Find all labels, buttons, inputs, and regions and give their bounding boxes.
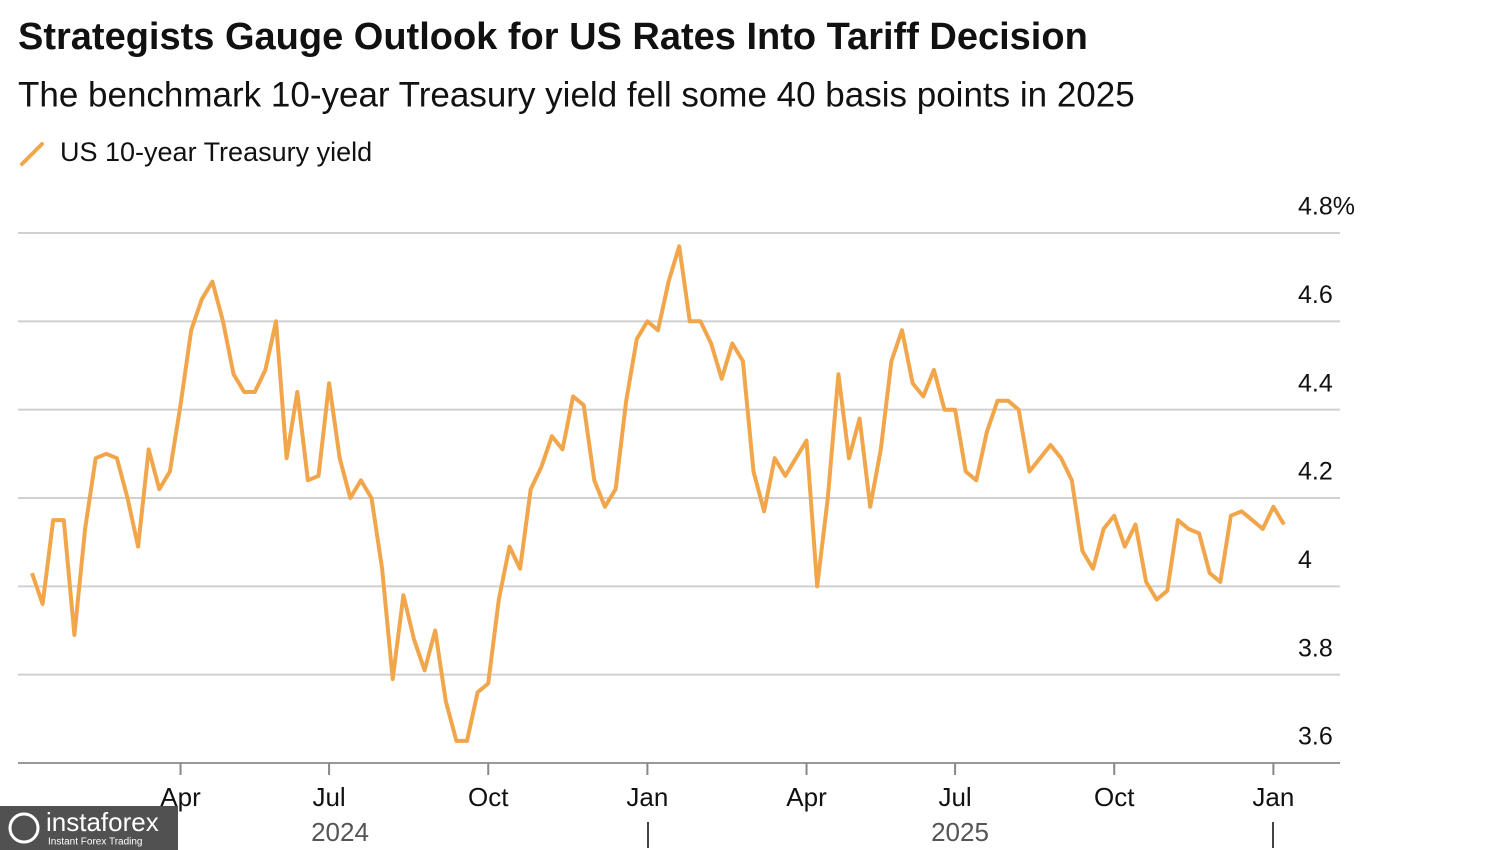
x-tick-label: Jan	[626, 782, 668, 812]
data-line	[30, 244, 1286, 743]
x-tick-label: Jul	[312, 782, 345, 812]
watermark: instaforex Instant Forex Trading	[0, 806, 178, 850]
x-tick-label: Jul	[938, 782, 971, 812]
y-tick-label: 4.4	[1298, 369, 1333, 397]
y-tick-label: 4	[1298, 546, 1312, 574]
year-label: 2025	[931, 817, 989, 847]
x-tick-label: Jan	[1252, 782, 1294, 812]
legend-label: US 10-year Treasury yield	[60, 137, 372, 167]
y-tick-label: 3.8	[1298, 634, 1333, 662]
y-tick-label: 4.8%	[1298, 193, 1355, 221]
chart-title: Strategists Gauge Outlook for US Rates I…	[18, 16, 1088, 58]
y-tick-label: 4.2	[1298, 458, 1333, 486]
y-tick-label: 3.6	[1298, 723, 1333, 751]
legend-icon	[20, 142, 44, 166]
x-tick-label: Apr	[786, 782, 827, 812]
watermark-box	[0, 806, 178, 850]
x-tick-label: Oct	[468, 782, 509, 812]
x-tick-label: Apr	[160, 782, 201, 812]
watermark-tagline: Instant Forex Trading	[48, 837, 143, 848]
chart-subtitle: The benchmark 10-year Treasury yield fel…	[18, 75, 1135, 114]
watermark-brand: instaforex	[46, 807, 159, 837]
x-tick-label: Oct	[1094, 782, 1135, 812]
year-label: 2024	[311, 817, 369, 847]
y-tick-label: 4.6	[1298, 281, 1333, 309]
watermark-logo	[8, 812, 40, 844]
